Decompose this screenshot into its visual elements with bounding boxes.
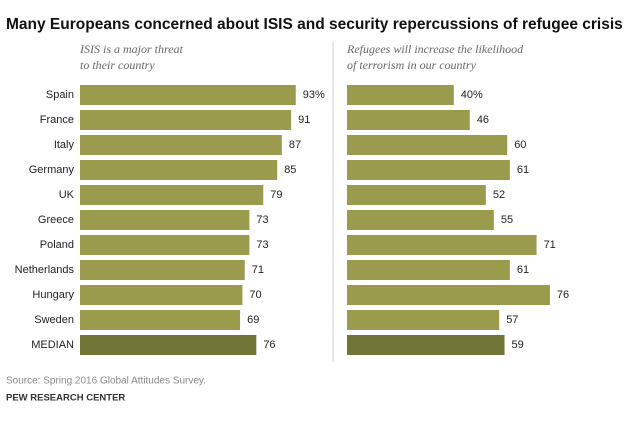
bar xyxy=(80,235,250,255)
value-label: 76 xyxy=(263,339,275,351)
y-tick-label: France xyxy=(40,114,74,126)
y-tick-label: MEDIAN xyxy=(31,339,74,351)
value-label: 79 xyxy=(270,189,282,201)
bar xyxy=(80,285,243,305)
value-label: 52 xyxy=(493,189,505,201)
value-label: 87 xyxy=(289,139,301,151)
bar xyxy=(347,160,510,180)
bar xyxy=(347,310,500,330)
panel-subtitle: Refugees will increase the likelihood xyxy=(346,42,524,56)
value-label: 73 xyxy=(256,239,268,251)
bar xyxy=(80,185,264,205)
bar xyxy=(80,135,282,155)
source: Source: Spring 2016 Global Attitudes Sur… xyxy=(6,376,206,387)
value-label: 69 xyxy=(247,314,259,326)
bar xyxy=(347,235,537,255)
value-label: 71 xyxy=(252,264,264,276)
bar xyxy=(347,285,550,305)
value-label: 76 xyxy=(557,289,569,301)
value-label: 73 xyxy=(256,214,268,226)
value-label: 91 xyxy=(298,114,310,126)
value-label: 55 xyxy=(501,214,513,226)
bar xyxy=(347,335,505,355)
value-label: 57 xyxy=(506,314,518,326)
chart-title: Many Europeans concerned about ISIS and … xyxy=(6,16,623,33)
y-tick-label: Netherlands xyxy=(15,264,75,276)
panel-subtitle: to their country xyxy=(80,58,155,72)
bar xyxy=(347,135,508,155)
panel-subtitle: ISIS is a major threat xyxy=(79,42,184,56)
value-label: 70 xyxy=(249,289,261,301)
y-tick-label: Sweden xyxy=(34,314,74,326)
bar xyxy=(80,310,241,330)
bar xyxy=(80,160,278,180)
y-tick-label: Italy xyxy=(54,139,75,151)
value-label: 61 xyxy=(517,164,529,176)
value-label: 60 xyxy=(514,139,526,151)
bar xyxy=(347,85,454,105)
bar xyxy=(347,185,486,205)
credit: PEW RESEARCH CENTER xyxy=(6,393,125,404)
bar xyxy=(347,110,470,130)
value-label: 85 xyxy=(284,164,296,176)
bar xyxy=(347,260,510,280)
value-label: 59 xyxy=(512,339,524,351)
y-tick-label: Poland xyxy=(40,239,74,251)
bar xyxy=(80,110,292,130)
y-tick-label: Spain xyxy=(46,89,74,101)
y-tick-label: Hungary xyxy=(32,289,74,301)
y-tick-label: Greece xyxy=(38,214,74,226)
y-tick-label: Germany xyxy=(29,164,75,176)
value-label: 93% xyxy=(303,89,325,101)
bar xyxy=(80,210,250,230)
bar xyxy=(347,210,494,230)
value-label: 40% xyxy=(461,89,483,101)
bar xyxy=(80,335,257,355)
value-label: 71 xyxy=(544,239,556,251)
value-label: 61 xyxy=(517,264,529,276)
bar xyxy=(80,260,245,280)
panel-subtitle: of terrorism in our country xyxy=(347,58,477,72)
value-label: 46 xyxy=(477,114,489,126)
y-tick-label: UK xyxy=(59,189,75,201)
bar xyxy=(80,85,296,105)
